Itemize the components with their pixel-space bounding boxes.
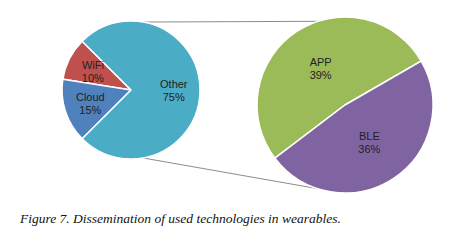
pie-slice — [275, 61, 433, 193]
slice-category: Other — [160, 78, 188, 90]
slice-value: 75% — [163, 91, 185, 103]
slice-value: 10% — [82, 72, 104, 84]
connector-line — [143, 21, 318, 23]
data-label: APP39% — [310, 56, 332, 81]
pie — [257, 17, 433, 193]
caption: Figure 7. Dissemination of used technolo… — [19, 211, 341, 226]
data-label: Other75% — [160, 78, 188, 103]
slice-category: BLE — [359, 130, 380, 142]
data-label: WiFi10% — [82, 59, 104, 84]
data-label: BLE36% — [358, 130, 380, 155]
pie-slice — [82, 21, 200, 159]
slice-value: 39% — [310, 69, 332, 81]
slice-category: APP — [310, 56, 332, 68]
chart-container: WiFi10% Cloud15% Other75% Figure 7. Dissemi… — [0, 0, 468, 235]
pie — [62, 21, 200, 159]
data-label: Cloud15% — [76, 91, 105, 116]
chart-svg: WiFi10% Cloud15% Other75% Figure 7. Dissemi… — [0, 0, 468, 235]
slice-category: WiFi — [82, 59, 104, 71]
slice-value: 36% — [358, 143, 380, 155]
slice-category: Cloud — [76, 91, 105, 103]
slice-value: 15% — [79, 104, 101, 116]
